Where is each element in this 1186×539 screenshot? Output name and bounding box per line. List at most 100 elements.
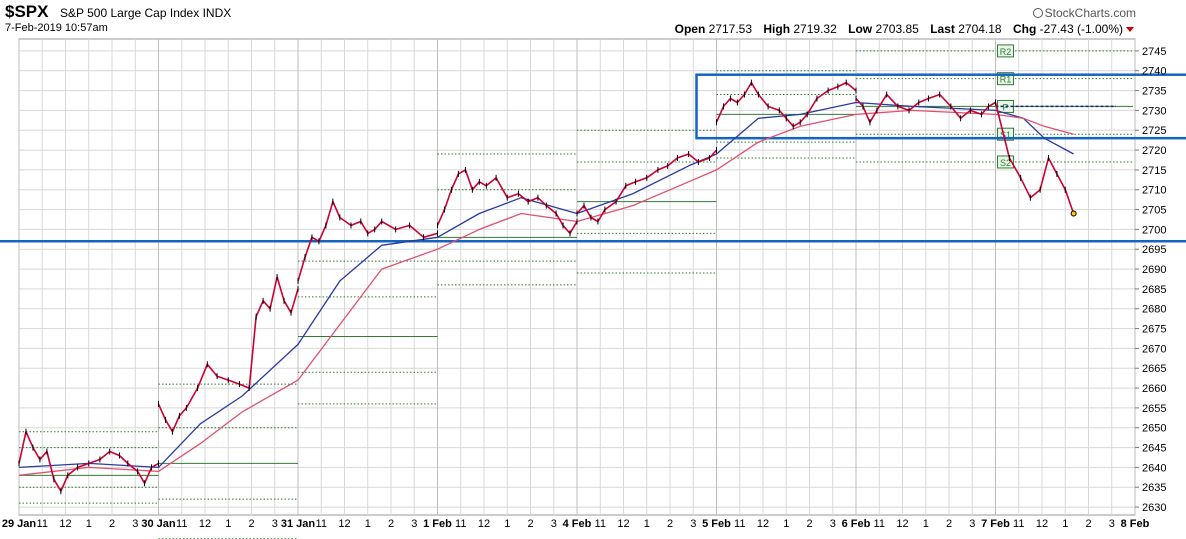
y-tick-label: 2695 <box>1142 244 1166 256</box>
x-tick-label: 2 <box>109 518 115 530</box>
y-tick-label: 2715 <box>1142 165 1166 177</box>
y-tick-label: 2635 <box>1142 482 1166 494</box>
x-tick-label: 3 <box>830 518 836 530</box>
x-tick-label: 12 <box>59 518 71 530</box>
timestamp: 7-Feb-2019 10:57am <box>5 22 108 34</box>
y-axis: 2630 2635 2640 2645 2650 2655 2660 2665 2670 2675… <box>1135 46 1166 514</box>
down-triangle-icon <box>1126 27 1134 32</box>
index-full-name: S&P 500 Large Cap Index <box>60 6 200 20</box>
x-tick-label: 12 <box>1036 518 1048 530</box>
x-tick-label: 11 <box>874 518 885 530</box>
x-tick-label: 12 <box>199 518 211 530</box>
x-tick-label: 6 Feb <box>842 518 871 530</box>
y-tick-label: 2735 <box>1142 86 1166 98</box>
x-tick-label: 31 Jan <box>281 518 316 530</box>
last-value: 2704.18 <box>958 22 1002 36</box>
y-tick-label: 2720 <box>1142 145 1166 157</box>
x-tick-label: 12 <box>617 518 629 530</box>
y-tick-label: 2665 <box>1142 363 1166 375</box>
x-tick-label: 2 <box>1085 518 1091 530</box>
high-label: High <box>763 22 791 36</box>
exchange-code: INDX <box>202 6 232 20</box>
x-tick-label: 3 <box>132 518 138 530</box>
y-tick-label: 2745 <box>1142 46 1166 58</box>
support-resistance <box>0 73 1186 243</box>
pivot-tag-label: R2 <box>1000 47 1012 57</box>
x-tick-label: 11 <box>455 518 466 530</box>
pivot-lines: R2 R1 P S1 S2 <box>19 44 1133 539</box>
y-tick-label: 2700 <box>1142 224 1166 236</box>
x-tick-label: 2 <box>248 518 254 530</box>
x-tick-label: 3 <box>551 518 557 530</box>
x-tick-label: 11 <box>734 518 745 530</box>
x-tick-label: 3 <box>1109 518 1115 530</box>
last-price-marker <box>1070 210 1077 217</box>
x-tick-label: 5 Feb <box>702 518 731 530</box>
y-tick-label: 2685 <box>1142 284 1166 296</box>
y-tick-label: 2730 <box>1142 105 1166 117</box>
x-tick-label: 1 <box>504 518 510 530</box>
chg-value: -27.43 (-1.00%) <box>1039 22 1123 36</box>
pivot-tag-label: R1 <box>1000 75 1012 85</box>
x-tick-label: 11 <box>316 518 327 530</box>
stockcharts-logo-icon <box>1032 8 1043 18</box>
y-tick-label: 2645 <box>1142 443 1166 455</box>
pivot-tag-box <box>997 44 1014 58</box>
pivot-tag-label: P <box>1002 102 1008 112</box>
x-tick-label: 1 <box>923 518 929 530</box>
y-tick-label: 2690 <box>1142 264 1166 276</box>
ohlc-readout: Open 2717.53 High 2719.32 Low 2703.85 La… <box>667 22 1134 36</box>
x-tick-label: 2 <box>388 518 394 530</box>
x-tick-label: 7 Feb <box>981 518 1010 530</box>
x-tick-label: 1 <box>86 518 92 530</box>
chart-header: $SPX S&P 500 Large Cap Index INDX 7-Feb-… <box>0 0 1186 38</box>
resistance-box <box>695 73 1186 140</box>
x-tick-label: 2 <box>527 518 533 530</box>
x-tick-label: 3 <box>690 518 696 530</box>
pivot-tag-label: S2 <box>1000 158 1011 168</box>
open-value: 2717.53 <box>708 22 753 36</box>
x-tick-label: 30 Jan <box>141 518 176 530</box>
x-tick-label: 11 <box>176 518 187 530</box>
x-tick-label: 3 <box>272 518 278 530</box>
x-tick-label: 1 Feb <box>423 518 452 530</box>
pivot-tag-label: S1 <box>1000 130 1011 140</box>
x-tick-label: 11 <box>595 518 606 530</box>
x-tick-label: 2 <box>667 518 673 530</box>
y-tick-label: 2705 <box>1142 205 1166 217</box>
x-tick-label: 3 <box>411 518 417 530</box>
symbol: $SPX <box>5 2 49 21</box>
y-tick-label: 2660 <box>1142 383 1166 395</box>
x-tick-label: 1 <box>225 518 231 530</box>
x-tick-label: 11 <box>1013 518 1024 530</box>
high-value: 2719.32 <box>793 22 837 36</box>
chart-grid <box>18 38 1136 516</box>
x-tick-label: 12 <box>478 518 490 530</box>
x-tick-label: 4 Feb <box>563 518 592 530</box>
chg-label: Chg <box>1012 22 1037 36</box>
y-tick-label: 2630 <box>1142 502 1166 514</box>
x-tick-label: 11 <box>37 518 48 530</box>
y-tick-label: 2650 <box>1142 423 1166 435</box>
last-label: Last <box>930 22 955 36</box>
low-label: Low <box>848 22 873 36</box>
y-tick-label: 2740 <box>1142 66 1166 78</box>
y-tick-label: 2680 <box>1142 304 1166 316</box>
x-tick-label: 2 <box>946 518 952 530</box>
x-tick-label: 12 <box>757 518 769 530</box>
brand-text: StockCharts.com <box>1044 6 1136 20</box>
x-tick-label: 12 <box>338 518 350 530</box>
brand-logo[interactable]: StockCharts.com <box>1032 6 1136 20</box>
x-tick-label: 3 <box>969 518 975 530</box>
y-tick-label: 2655 <box>1142 403 1166 415</box>
series-lines <box>18 79 1077 495</box>
y-tick-label: 2725 <box>1142 125 1166 137</box>
x-tick-label: 8 Feb <box>1121 518 1150 530</box>
x-tick-label: 12 <box>896 518 908 530</box>
index-name: S&P 500 Large Cap Index INDX <box>60 6 231 20</box>
low-value: 2703.85 <box>875 22 919 36</box>
price-line <box>18 81 1075 492</box>
x-tick-label: 1 <box>1062 518 1068 530</box>
y-tick-label: 2670 <box>1142 343 1166 355</box>
